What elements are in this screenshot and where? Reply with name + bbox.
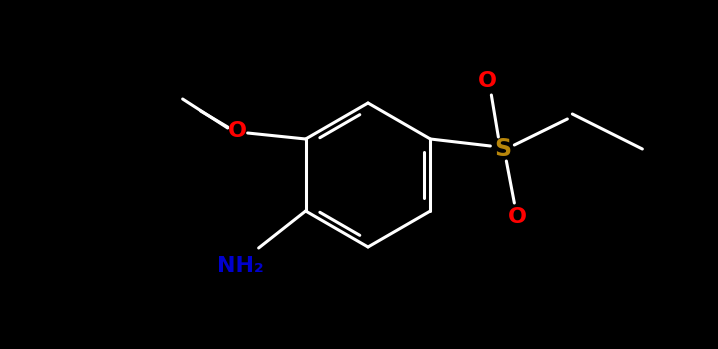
Text: O: O — [508, 207, 527, 227]
Text: O: O — [228, 121, 247, 141]
Text: S: S — [494, 137, 511, 161]
Text: NH₂: NH₂ — [218, 256, 264, 276]
Text: O: O — [478, 71, 497, 91]
